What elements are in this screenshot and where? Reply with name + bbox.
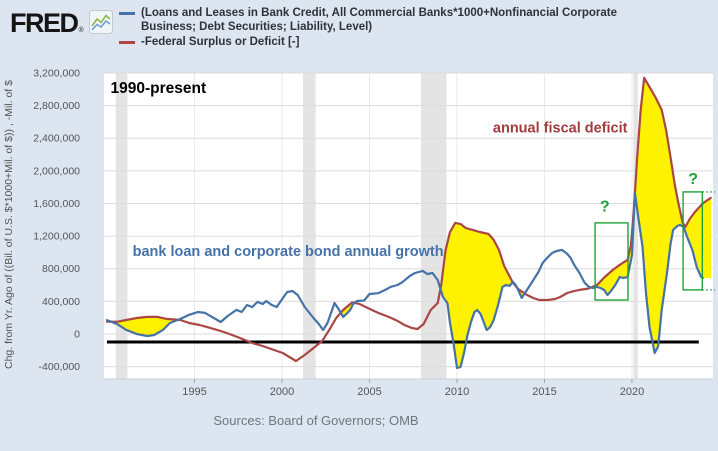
- legend-swatch-red: [119, 41, 135, 44]
- fred-logo-text: FRED: [10, 8, 79, 38]
- recession-band: [303, 73, 316, 379]
- era-label: 1990-present: [111, 80, 207, 97]
- x-tick-label: 2010: [445, 386, 469, 398]
- deficit-excess-fill: [341, 302, 354, 317]
- deficit-excess-fill: [111, 316, 178, 336]
- recession-band: [115, 73, 128, 379]
- legend: (Loans and Leases in Bank Credit, All Co…: [119, 7, 617, 50]
- deficit-excess-fill: [440, 222, 513, 368]
- y-tick-label: 400,000: [42, 296, 80, 308]
- legend-item-loans: (Loans and Leases in Bank Credit, All Co…: [119, 7, 617, 34]
- x-tick-label: 2000: [270, 386, 294, 398]
- growth-label: bank loan and corporate bond annual grow…: [133, 244, 444, 260]
- question-mark-annotation: ?: [688, 171, 698, 188]
- y-tick-label: 800,000: [42, 263, 80, 275]
- y-tick-label: 3,200,000: [33, 68, 80, 80]
- legend-label-loans: (Loans and Leases in Bank Credit, All Co…: [141, 7, 618, 33]
- x-tick-label: 2005: [357, 386, 381, 398]
- sources-note: Sources: Board of Governors; OMB: [213, 413, 419, 428]
- y-tick-label: 2,400,000: [33, 133, 80, 145]
- y-tick-label: 2,800,000: [33, 100, 80, 112]
- legend-item-deficit: -Federal Surplus or Deficit [-]: [119, 36, 617, 50]
- recession-band: [421, 73, 447, 379]
- y-tick-label: -400,000: [39, 361, 81, 373]
- legend-label-deficit: -Federal Surplus or Deficit [-]: [141, 36, 300, 48]
- deficit-series-line: [105, 76, 712, 363]
- y-tick-label: 1,200,000: [33, 231, 80, 243]
- plot-area: [104, 73, 713, 379]
- y-tick-label: 2,000,000: [33, 165, 80, 177]
- deficit-label: annual fiscal deficit: [493, 121, 628, 137]
- deficit-excess-fill: [591, 77, 712, 354]
- y-axis-label: Chg. from Yr. Ago of ((Bil. of U.S. $*10…: [3, 80, 15, 370]
- legend-swatch-blue: [119, 12, 135, 15]
- question-mark-annotation: ?: [600, 199, 610, 216]
- x-tick-label: 2015: [532, 386, 556, 398]
- fred-logo: FRED ®: [10, 8, 113, 38]
- x-tick-label: 2020: [620, 386, 644, 398]
- y-tick-label: 1,600,000: [33, 198, 80, 210]
- highlight-box: [682, 191, 703, 291]
- recession-band: [633, 73, 638, 379]
- sparkline-logo-icon: [88, 10, 113, 34]
- x-tick-label: 1995: [182, 386, 206, 398]
- highlight-box: [594, 222, 629, 301]
- registered-trademark: ®: [78, 27, 84, 34]
- y-tick-label: 0: [74, 329, 80, 341]
